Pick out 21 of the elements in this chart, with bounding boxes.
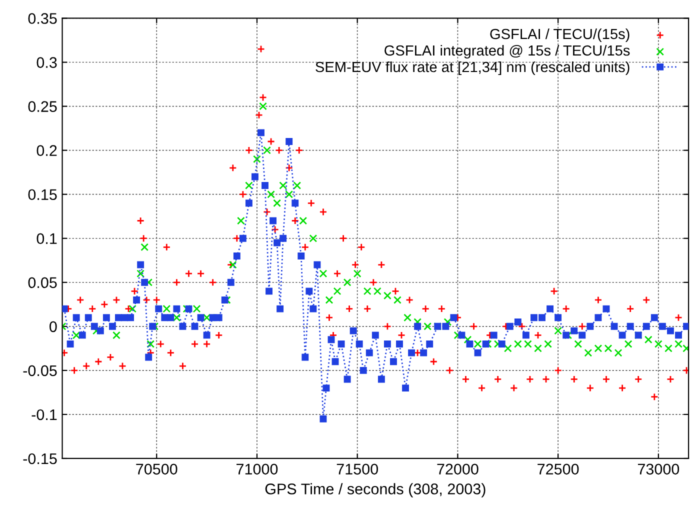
y-tick-label: 0.15 bbox=[28, 189, 57, 200]
legend-label: GSFLAI / TECU/(15s) bbox=[490, 28, 630, 42]
y-tick-label: 0.1 bbox=[36, 233, 57, 244]
x-tick-label: 73000 bbox=[638, 464, 680, 475]
x-tick-label: 71000 bbox=[236, 464, 278, 475]
x-tick-label: 70500 bbox=[136, 464, 178, 475]
x-tick-label: 72500 bbox=[538, 464, 579, 475]
y-tick-label: 0.35 bbox=[28, 13, 57, 24]
y-tick-label: 0.2 bbox=[36, 145, 57, 156]
x-axis-title: GPS Time / seconds (308, 2003) bbox=[265, 483, 486, 498]
y-tick-label: -0.05 bbox=[23, 365, 57, 376]
y-tick-label: -0.15 bbox=[23, 453, 57, 464]
y-tick-label: 0 bbox=[50, 321, 57, 332]
y-tick-label: 0.05 bbox=[28, 277, 57, 288]
y-tick-label: -0.1 bbox=[32, 409, 57, 420]
legend-label: GSFLAI integrated @ 15s / TECU/15s bbox=[384, 44, 630, 59]
x-tick-label: 72000 bbox=[437, 464, 478, 475]
x-tick-label: 71500 bbox=[336, 464, 378, 475]
legend-label: SEM-EUV flux rate at [21,34] nm (rescaled units) bbox=[316, 61, 630, 76]
y-tick-label: 0.25 bbox=[28, 101, 57, 112]
y-tick-label: 0.3 bbox=[36, 57, 57, 68]
